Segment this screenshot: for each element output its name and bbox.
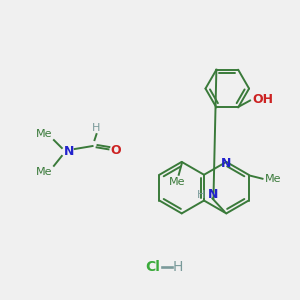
Text: Cl: Cl xyxy=(146,260,160,274)
Text: N: N xyxy=(64,146,74,158)
Text: H: H xyxy=(197,190,206,200)
Text: Me: Me xyxy=(36,129,52,139)
Text: Me: Me xyxy=(36,167,52,177)
Text: H: H xyxy=(92,123,101,133)
Text: N: N xyxy=(221,158,232,170)
Text: O: O xyxy=(110,143,121,157)
Text: H: H xyxy=(172,260,183,274)
Text: Me: Me xyxy=(265,174,281,184)
Text: N: N xyxy=(208,188,219,201)
Text: Me: Me xyxy=(169,177,185,187)
Text: OH: OH xyxy=(252,93,273,106)
